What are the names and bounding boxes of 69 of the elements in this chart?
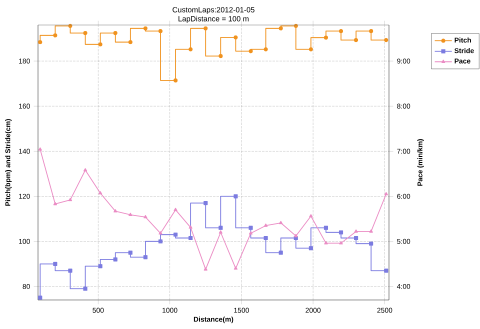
point xyxy=(294,234,298,238)
point xyxy=(158,231,162,235)
point xyxy=(369,242,374,246)
point xyxy=(83,286,88,291)
point xyxy=(53,202,58,206)
point xyxy=(324,36,328,40)
point xyxy=(354,236,358,240)
point xyxy=(308,246,313,250)
point xyxy=(113,31,118,36)
point xyxy=(369,229,373,233)
point xyxy=(204,201,208,206)
point xyxy=(264,47,268,52)
point xyxy=(339,241,343,244)
point xyxy=(248,231,253,235)
point xyxy=(158,29,163,34)
point xyxy=(338,230,344,234)
point xyxy=(98,42,102,46)
point xyxy=(98,191,102,194)
point xyxy=(143,255,148,260)
point xyxy=(128,250,132,255)
point xyxy=(188,236,193,240)
point xyxy=(338,29,344,34)
point xyxy=(264,236,268,240)
point xyxy=(174,208,178,212)
point xyxy=(173,232,178,237)
point xyxy=(188,47,193,52)
point xyxy=(113,257,118,262)
point xyxy=(248,226,253,230)
point xyxy=(234,266,238,270)
point xyxy=(144,214,148,218)
point xyxy=(38,296,42,300)
point xyxy=(38,40,42,44)
point xyxy=(218,226,223,230)
point xyxy=(98,264,102,268)
point xyxy=(204,267,208,271)
point xyxy=(68,198,72,202)
point xyxy=(158,239,163,244)
point xyxy=(68,268,72,273)
point xyxy=(188,225,192,229)
point xyxy=(128,40,132,44)
point xyxy=(53,262,58,266)
point xyxy=(143,26,148,30)
point xyxy=(204,26,208,30)
point xyxy=(354,229,358,233)
point xyxy=(38,147,42,151)
point xyxy=(309,214,313,218)
point xyxy=(173,78,178,82)
point xyxy=(128,212,132,216)
point xyxy=(324,226,328,230)
point xyxy=(234,35,238,40)
point xyxy=(83,31,88,36)
point xyxy=(218,54,223,58)
point xyxy=(234,194,238,198)
point xyxy=(324,241,328,244)
point xyxy=(369,29,374,34)
point xyxy=(278,250,283,255)
point xyxy=(83,168,88,172)
point xyxy=(264,224,268,227)
point xyxy=(278,26,283,30)
point xyxy=(354,38,358,42)
point xyxy=(218,230,222,234)
point xyxy=(308,47,313,52)
point xyxy=(114,209,118,212)
point xyxy=(384,192,388,196)
point xyxy=(384,38,388,42)
point xyxy=(384,268,388,273)
point xyxy=(278,220,283,224)
point xyxy=(53,33,58,38)
point xyxy=(248,49,253,54)
